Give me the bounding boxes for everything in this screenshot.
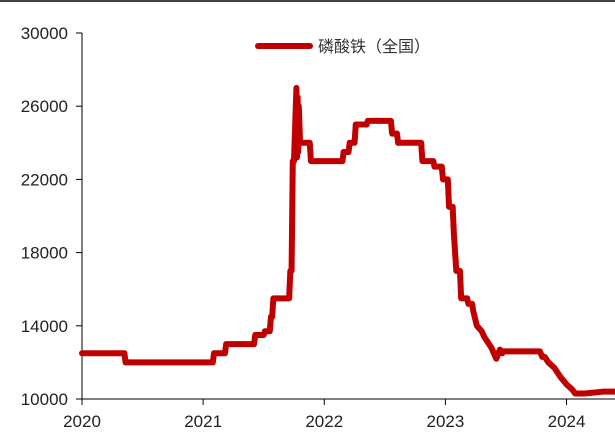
legend: 磷酸铁（全国） [255,37,430,56]
x-tick-label: 2021 [184,412,222,431]
legend-label: 磷酸铁（全国） [318,37,430,56]
series-line-0 [79,84,615,397]
x-axis-ticks: 2020 2021 2022 2023 2024 [63,399,585,431]
y-tick-label: 10000 [21,390,68,409]
y-tick-label: 18000 [21,244,68,263]
y-tick-label: 14000 [21,317,68,336]
x-tick-label: 2020 [63,412,101,431]
x-tick-label: 2023 [426,412,464,431]
series-group [79,84,615,397]
y-tick-label: 30000 [21,24,68,43]
x-tick-label: 2024 [548,412,586,431]
y-tick-label: 26000 [21,97,68,116]
x-tick-label: 2022 [305,412,343,431]
y-axis-ticks: 10000 14000 18000 22000 26000 30000 [21,24,82,409]
y-tick-label: 22000 [21,170,68,189]
